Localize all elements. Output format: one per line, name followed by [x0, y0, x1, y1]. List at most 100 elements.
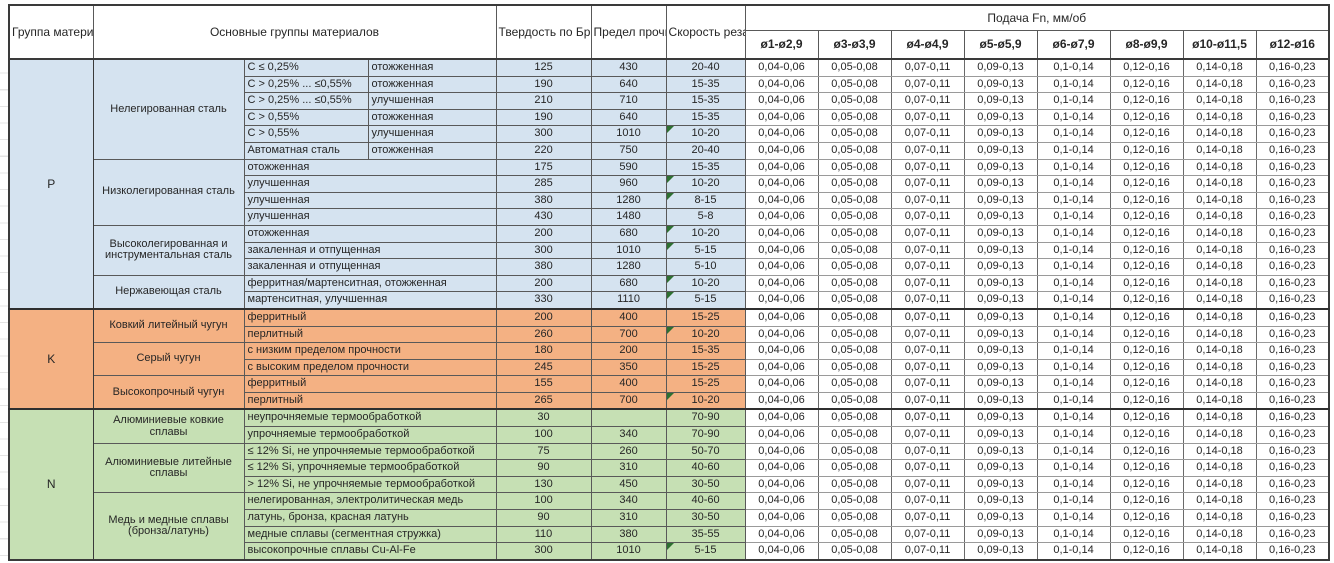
- hardness-value-cell: 130: [495, 475, 592, 494]
- feed-value-cell-5: 0,12-0,16: [1109, 191, 1184, 210]
- header-feed-title: Подача Fn, мм/об: [744, 4, 1330, 31]
- feed-value-cell-3: 0,09-0,13: [963, 442, 1038, 461]
- strength-value-cell: 590: [590, 158, 667, 177]
- feed-value-cell-5: 0,12-0,16: [1109, 175, 1184, 193]
- feed-value-cell-1: 0,05-0,08: [817, 342, 892, 360]
- strength-value-cell: 1480: [590, 208, 667, 226]
- hardness-value-cell: 100: [495, 426, 592, 444]
- feed-value-cell-6: 0,14-0,18: [1182, 475, 1257, 494]
- feed-value-cell-1: 0,05-0,08: [817, 426, 892, 444]
- material-state-cell: отожженная: [243, 224, 497, 243]
- feed-value-cell-7: 0,16-0,23: [1255, 375, 1330, 393]
- feed-value-cell-1: 0,05-0,08: [817, 475, 892, 494]
- feed-value-cell-6: 0,14-0,18: [1182, 307, 1257, 327]
- feed-value-cell-1: 0,05-0,08: [817, 108, 892, 127]
- feed-value-cell-1: 0,05-0,08: [817, 408, 892, 428]
- feed-value-cell-4: 0,1-0,14: [1036, 492, 1111, 511]
- hardness-value-cell: 380: [495, 191, 592, 210]
- strength-value-cell: [590, 408, 667, 428]
- material-state-cell: медные сплавы (сегментная стружка): [243, 525, 497, 544]
- strength-value-cell: 400: [590, 375, 667, 393]
- cutting-speed-value-cell: 15-25: [665, 358, 746, 377]
- header-feed-col-7: ø12-ø16: [1255, 30, 1330, 60]
- feed-value-cell-3: 0,09-0,13: [963, 408, 1038, 428]
- feed-value-cell-3: 0,09-0,13: [963, 125, 1038, 143]
- table-row: Высоколегированная и инструментальная ст…: [9, 224, 1330, 276]
- feed-value-cell-7: 0,16-0,23: [1255, 175, 1330, 193]
- feed-value-cell-7: 0,16-0,23: [1255, 525, 1330, 544]
- feed-value-cell-4: 0,1-0,14: [1036, 141, 1111, 160]
- material-state-cell: закаленная и отпущенная: [243, 258, 497, 276]
- material-state-cell: улучшенная: [367, 92, 497, 110]
- materials-cutting-data-table: Группа материалов Основные группы матери…: [8, 4, 1331, 561]
- header-feed-col-3: ø5-ø5,9: [963, 30, 1038, 60]
- material-state-cell: закаленная и отпущенная: [243, 241, 497, 260]
- strength-value-cell: 680: [590, 274, 667, 293]
- feed-value-cell-7: 0,16-0,23: [1255, 75, 1330, 94]
- feed-value-cell-4: 0,1-0,14: [1036, 509, 1111, 527]
- feed-value-cell-5: 0,12-0,16: [1109, 492, 1184, 511]
- feed-value-cell-5: 0,12-0,16: [1109, 57, 1184, 77]
- feed-value-cell-2: 0,07-0,11: [890, 375, 965, 393]
- feed-value-cell-0: 0,04-0,06: [744, 274, 819, 293]
- feed-value-cell-0: 0,04-0,06: [744, 108, 819, 127]
- feed-value-cell-3: 0,09-0,13: [963, 375, 1038, 393]
- feed-value-cell-6: 0,14-0,18: [1182, 141, 1257, 160]
- feed-value-cell-1: 0,05-0,08: [817, 75, 892, 94]
- strength-value-cell: 700: [590, 325, 667, 344]
- feed-value-cell-0: 0,04-0,06: [744, 492, 819, 511]
- feed-value-cell-4: 0,1-0,14: [1036, 459, 1111, 477]
- feed-value-cell-7: 0,16-0,23: [1255, 258, 1330, 276]
- feed-value-cell-5: 0,12-0,16: [1109, 258, 1184, 276]
- feed-value-cell-4: 0,1-0,14: [1036, 442, 1111, 461]
- group-letter-cell: N: [8, 408, 94, 561]
- feed-value-cell-6: 0,14-0,18: [1182, 492, 1257, 511]
- feed-value-cell-6: 0,14-0,18: [1182, 92, 1257, 110]
- feed-value-cell-6: 0,14-0,18: [1182, 291, 1257, 310]
- table-row: улучшенная 285 960 10-20 0,04-0,06 0,05-0,08 0…: [9, 175, 1330, 193]
- table-row: Нержавеющая сталь ферритная/мартенситная,…: [9, 274, 1330, 310]
- feed-value-cell-2: 0,07-0,11: [890, 358, 965, 377]
- feed-value-cell-0: 0,04-0,06: [744, 325, 819, 344]
- feed-value-cell-4: 0,1-0,14: [1036, 391, 1111, 410]
- material-state-cell: ферритная/мартенситная, отожженная: [243, 274, 497, 293]
- feed-value-cell-7: 0,16-0,23: [1255, 274, 1330, 293]
- strength-value-cell: 640: [590, 108, 667, 127]
- feed-value-cell-5: 0,12-0,16: [1109, 358, 1184, 377]
- feed-value-cell-2: 0,07-0,11: [890, 258, 965, 276]
- material-state-cell: мартенситная, улучшенная: [243, 291, 497, 310]
- feed-value-cell-7: 0,16-0,23: [1255, 391, 1330, 410]
- group-letter-cell: K: [8, 307, 94, 410]
- cell-flag-icon: [667, 393, 674, 400]
- strength-value-cell: 380: [590, 525, 667, 544]
- feed-value-cell-3: 0,09-0,13: [963, 208, 1038, 226]
- hardness-value-cell: 100: [495, 492, 592, 511]
- feed-value-cell-5: 0,12-0,16: [1109, 92, 1184, 110]
- hardness-value-cell: 75: [495, 442, 592, 461]
- feed-value-cell-6: 0,14-0,18: [1182, 375, 1257, 393]
- table-row: C > 0,25% ... ≤0,55% улучшенная 210 710 15-3…: [9, 92, 1330, 110]
- strength-value-cell: 450: [590, 475, 667, 494]
- feed-value-cell-4: 0,1-0,14: [1036, 57, 1111, 77]
- feed-value-cell-5: 0,12-0,16: [1109, 375, 1184, 393]
- feed-value-cell-1: 0,05-0,08: [817, 525, 892, 544]
- feed-value-cell-7: 0,16-0,23: [1255, 426, 1330, 444]
- hardness-value-cell: 190: [495, 108, 592, 127]
- table-row: перлитный 265 700 10-20 0,04-0,06 0,05-0,08 0,…: [9, 391, 1330, 410]
- material-state-cell: улучшенная: [367, 125, 497, 143]
- feed-value-cell-2: 0,07-0,11: [890, 274, 965, 293]
- hardness-value-cell: 330: [495, 291, 592, 310]
- feed-value-cell-4: 0,1-0,14: [1036, 475, 1111, 494]
- feed-value-cell-3: 0,09-0,13: [963, 158, 1038, 177]
- cutting-speed-value-cell: 10-20: [665, 175, 746, 193]
- cutting-speed-value-cell: 10-20: [665, 125, 746, 143]
- feed-value-cell-2: 0,07-0,11: [890, 158, 965, 177]
- cutting-speed-value-cell: 15-35: [665, 158, 746, 177]
- feed-value-cell-7: 0,16-0,23: [1255, 208, 1330, 226]
- material-state-cell: с низким пределом прочности: [243, 342, 497, 360]
- subgroup-name-cell: Медь и медные сплавы (бронза/латунь): [92, 492, 245, 561]
- feed-value-cell-3: 0,09-0,13: [963, 325, 1038, 344]
- hardness-value-cell: 180: [495, 342, 592, 360]
- feed-value-cell-6: 0,14-0,18: [1182, 509, 1257, 527]
- feed-value-cell-2: 0,07-0,11: [890, 108, 965, 127]
